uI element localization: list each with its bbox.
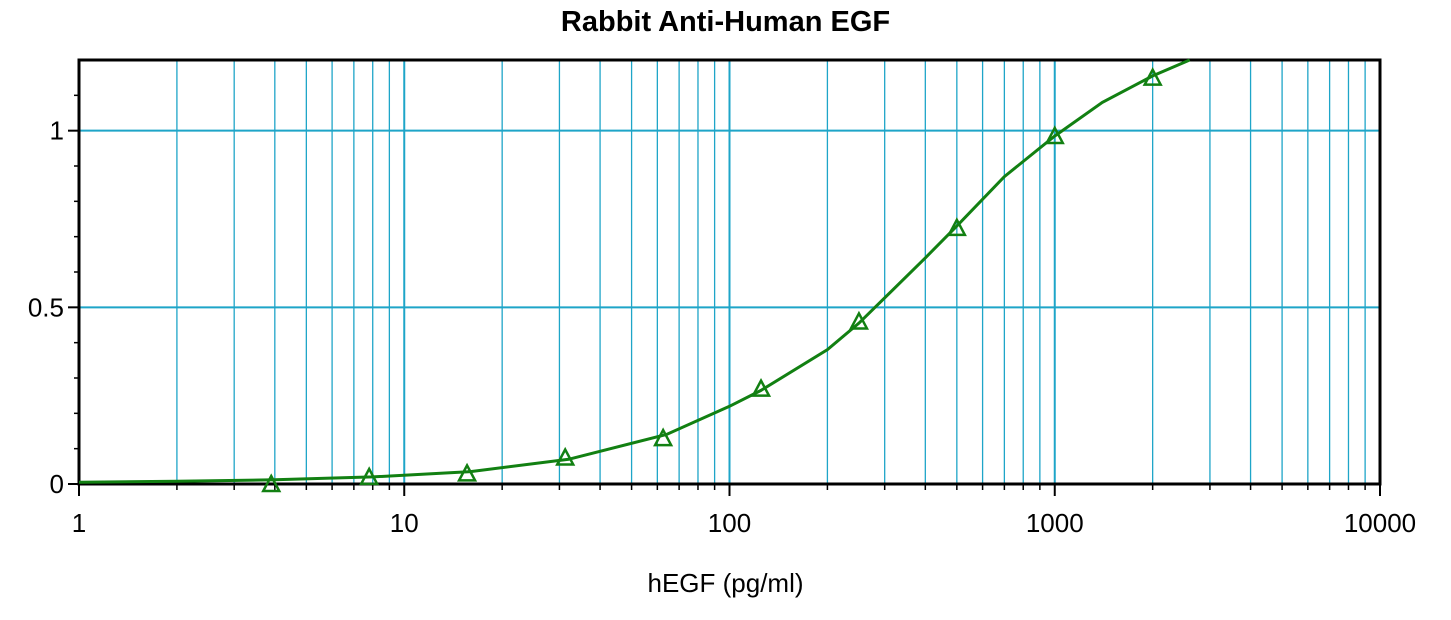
data-point-triangle xyxy=(555,446,576,466)
y-tick-label: 0.5 xyxy=(28,292,64,322)
y-tick-label: 1 xyxy=(50,116,64,146)
data-point-triangle xyxy=(653,427,674,447)
data-point-triangle xyxy=(946,217,967,237)
x-tick-label: 1000 xyxy=(1026,508,1084,538)
data-point-triangle xyxy=(359,466,380,486)
data-point-triangle xyxy=(261,473,282,493)
data-point-triangle xyxy=(750,377,772,397)
x-tick-label: 10000 xyxy=(1344,508,1416,538)
data-point-triangle xyxy=(848,310,870,330)
chart-title: Rabbit Anti-Human EGF xyxy=(560,6,891,38)
x-tick-label: 10 xyxy=(390,508,419,538)
data-point-triangle xyxy=(456,462,478,482)
x-tick-label: 100 xyxy=(708,508,751,538)
x-axis-label: hEGF (pg/ml) xyxy=(647,568,804,598)
x-tick-label: 1 xyxy=(72,508,86,538)
data-point-triangle xyxy=(1142,67,1163,86)
fit-curve-line xyxy=(78,58,1191,484)
y-tick-label: 0 xyxy=(50,469,64,499)
data-point-triangle xyxy=(1044,125,1065,145)
